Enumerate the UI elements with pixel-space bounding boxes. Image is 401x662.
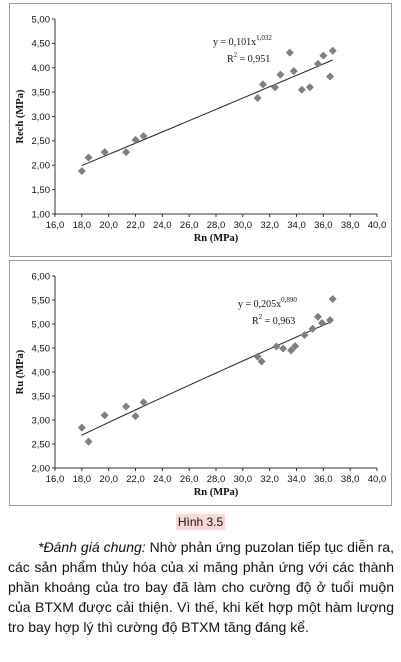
chart-1-x-tick-label: 24,0	[153, 220, 172, 231]
chart-2-data-point	[139, 398, 148, 407]
chart-1-y-tick-label: 3,00	[32, 112, 51, 123]
chart-1-y-tick-label: 3,50	[32, 87, 51, 98]
chart-1-data-point	[326, 72, 335, 81]
chart-2-data-point	[300, 331, 309, 340]
chart-2-data-point	[291, 342, 300, 351]
chart-1-data-point	[253, 93, 262, 102]
chart-1-x-tick-label: 30,0	[234, 220, 253, 231]
chart-2-x-tick-label: 20,0	[99, 474, 118, 485]
caption-lead: *Đánh giá chung:	[38, 539, 146, 555]
chart-1-equation-label: y = 0,101x1,032	[213, 34, 272, 48]
caption-body: Nhờ phản ứng puzolan tiếp tục diễn ra, c…	[8, 539, 394, 635]
chart-2-x-tick-label: 26,0	[180, 474, 199, 485]
chart-1-r-squared-label: R2 = 0,951	[227, 51, 270, 65]
chart-1-data-point	[319, 51, 328, 60]
chart-1-data-point	[122, 148, 131, 157]
chart-2-x-tick-label: 18,0	[73, 474, 92, 485]
chart-2-x-tick-label: 32,0	[260, 474, 279, 485]
chart-1-data-point	[258, 80, 267, 89]
chart-1-x-tick-label: 28,0	[207, 220, 226, 231]
chart-2-y-axis-label: Ru (MPa)	[15, 349, 26, 394]
chart-1-data-point	[139, 132, 148, 140]
chart-2-data-point	[279, 344, 288, 353]
chart-2-data-point	[328, 295, 337, 304]
figure-label-text: Hình 3.5	[175, 514, 226, 530]
chart-2-equation-label: y = 0,205x0,890	[238, 296, 297, 310]
chart-1-data-point	[285, 48, 294, 57]
chart-2-data-point	[122, 402, 131, 411]
chart-2-y-tick-label: 4,00	[32, 367, 51, 378]
chart-2-data-point	[317, 319, 326, 328]
chart-2-x-tick-label: 28,0	[207, 474, 226, 485]
chart-1-y-tick-label: 4,00	[32, 63, 51, 74]
chart-1-data-point	[77, 167, 86, 176]
chart-1-x-tick-label: 38,0	[341, 220, 360, 231]
chart-1-x-tick-label: 18,0	[73, 220, 92, 231]
chart-2-y-tick-label: 2,50	[32, 439, 51, 450]
chart-2-data-point	[272, 342, 281, 351]
chart-1-y-tick-label: 2,00	[32, 161, 51, 172]
chart-1-y-tick-label: 1,00	[32, 209, 51, 220]
chart-2-y-tick-label: 2,00	[32, 463, 51, 474]
chart-1-x-tick-label: 34,0	[287, 220, 306, 231]
chart-2-y-tick-label: 4,50	[32, 343, 51, 354]
chart-1-data-point	[289, 67, 298, 76]
chart-1-trendline	[81, 59, 333, 166]
chart-1-data-point	[328, 46, 337, 55]
chart-1-y-tick-label: 2,50	[32, 136, 51, 147]
chart-1-x-tick-label: 16,0	[46, 220, 65, 231]
chart-1-x-tick-label: 22,0	[126, 220, 145, 231]
chart-2-trendline	[81, 320, 333, 436]
chart-1-data-point	[276, 70, 285, 79]
chart-1-x-tick-label: 20,0	[99, 220, 118, 231]
chart-rech-vs-rn: 1,00 1,50 2,00 2,50 3,00 3,50 4,00 4,50 5,00 16,0…	[9, 3, 392, 257]
chart-2-data-point	[313, 312, 322, 321]
chart-1-y-tick-label: 1,50	[32, 185, 51, 196]
chart-2-y-tick-label: 3,00	[32, 415, 51, 426]
chart-2-y-tick-label: 5,00	[32, 319, 51, 330]
chart-1-data-point	[100, 148, 109, 157]
chart-2-x-tick-label: 30,0	[234, 474, 253, 485]
chart-rech-vs-rn-svg: 1,00 1,50 2,00 2,50 3,00 3,50 4,00 4,50 5,00 16,0…	[15, 14, 387, 244]
chart-1-y-tick-label: 4,50	[32, 39, 51, 50]
chart-1-x-axis-label: Rn (MPa)	[194, 233, 239, 244]
chart-2-data-point	[131, 412, 140, 421]
chart-2-x-tick-label: 16,0	[46, 474, 65, 485]
chart-1-data-point	[313, 59, 322, 68]
chart-2-x-tick-label: 36,0	[314, 474, 333, 485]
chart-1-data-point	[271, 83, 280, 92]
chart-2-x-tick-label: 38,0	[341, 474, 360, 485]
chart-1-x-tick-label: 26,0	[180, 220, 199, 231]
chart-ru-vs-rn-svg: 2,00 2,50 3,00 3,50 4,00 4,50 5,00 5,50 6,00 16,0…	[15, 271, 387, 498]
chart-1-y-axis-label: Rech (MPa)	[15, 89, 26, 143]
chart-2-data-point	[287, 346, 296, 355]
chart-ru-vs-rn: 2,00 2,50 3,00 3,50 4,00 4,50 5,00 5,50 6,00 16,0…	[9, 260, 392, 506]
chart-2-x-tick-label: 34,0	[287, 474, 306, 485]
chart-2-y-tick-label: 3,50	[32, 391, 51, 402]
chart-1-data-point	[305, 83, 314, 92]
chart-2-data-point	[326, 316, 335, 325]
chart-2-y-tick-label: 6,00	[32, 271, 51, 282]
chart-1-x-tick-label: 40,0	[368, 220, 387, 231]
chart-2-data-point	[308, 324, 317, 333]
chart-2-r-squared-label: R2 = 0,963	[252, 313, 295, 327]
chart-2-x-tick-label: 24,0	[153, 474, 172, 485]
chart-2-data-point	[77, 423, 86, 432]
chart-2-data-point	[84, 437, 93, 446]
chart-2-x-axis-label: Rn (MPa)	[194, 487, 239, 498]
chart-1-data-point	[297, 85, 306, 94]
caption-paragraph: *Đánh giá chung: Nhờ phản ứng puzolan ti…	[8, 537, 394, 637]
chart-1-data-point	[131, 135, 140, 144]
chart-1-x-tick-label: 32,0	[260, 220, 279, 231]
chart-2-x-tick-label: 22,0	[126, 474, 145, 485]
chart-1-y-tick-label: 5,00	[32, 14, 51, 25]
chart-2-data-point	[100, 411, 109, 420]
chart-1-data-point	[84, 153, 93, 162]
chart-2-data-point	[257, 357, 266, 366]
chart-2-data-point	[253, 352, 262, 361]
figure-label: Hình 3.5	[0, 514, 401, 530]
chart-2-x-tick-label: 40,0	[368, 474, 387, 485]
chart-2-y-tick-label: 5,50	[32, 295, 51, 306]
chart-1-x-tick-label: 36,0	[314, 220, 333, 231]
